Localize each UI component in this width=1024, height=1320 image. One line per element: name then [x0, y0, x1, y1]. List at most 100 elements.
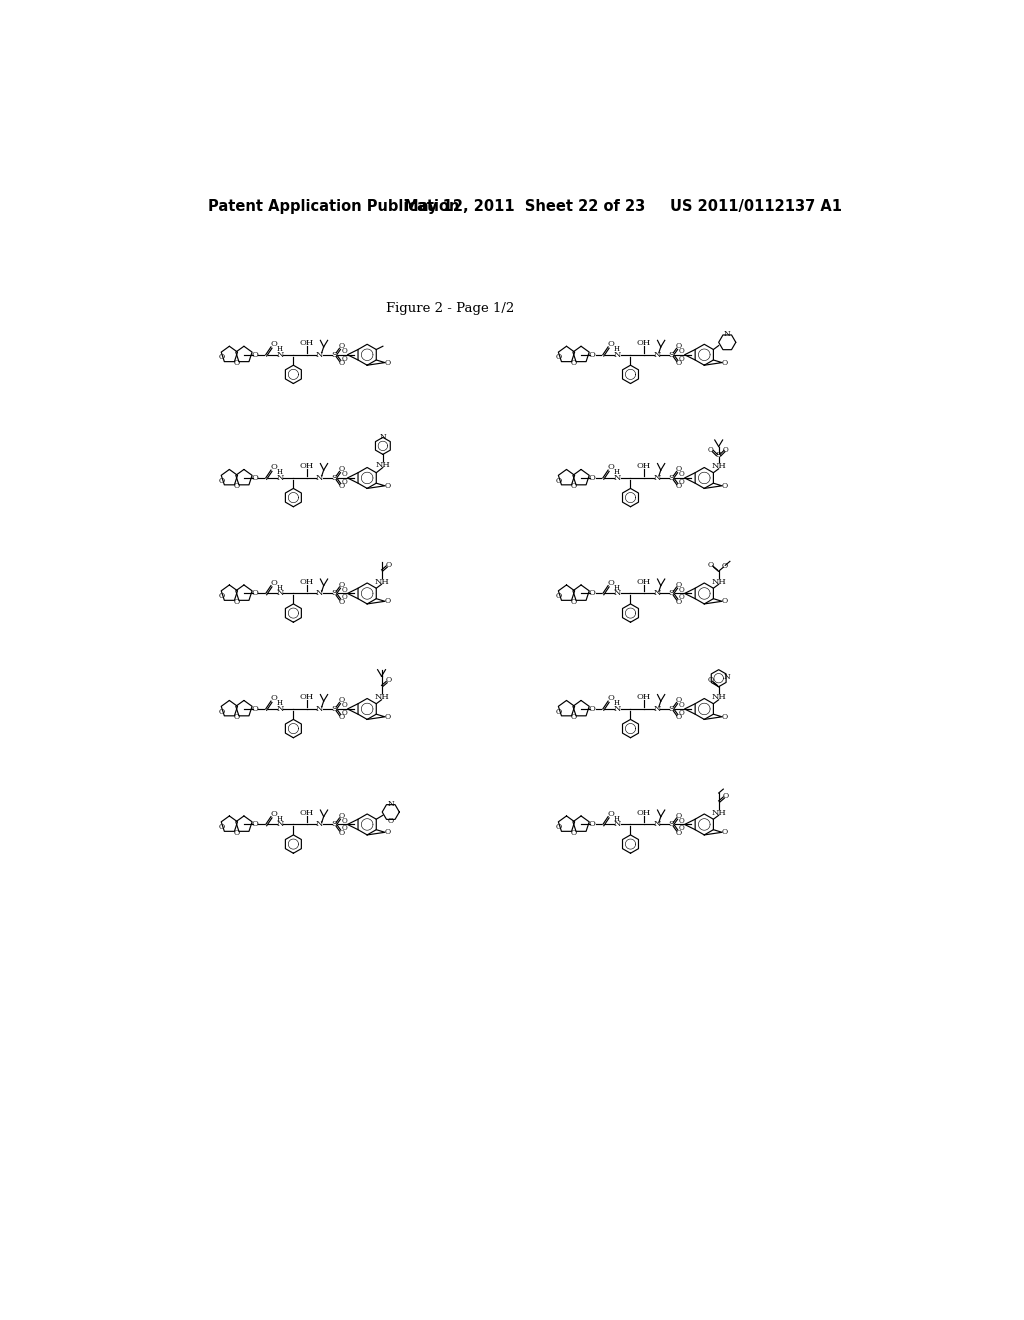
Text: N: N	[316, 705, 324, 713]
Text: O: O	[338, 359, 344, 367]
Text: N: N	[653, 351, 660, 359]
Text: O: O	[252, 705, 259, 713]
Text: O: O	[676, 812, 682, 820]
Text: O: O	[218, 708, 224, 715]
Text: N: N	[276, 590, 284, 598]
Text: N: N	[276, 351, 284, 359]
Text: S: S	[669, 351, 674, 359]
Text: O: O	[342, 470, 348, 478]
Text: O: O	[676, 829, 682, 837]
Text: O: O	[676, 359, 682, 367]
Text: O: O	[252, 351, 259, 359]
Text: H: H	[276, 814, 283, 822]
Text: O: O	[338, 697, 344, 705]
Text: OH: OH	[299, 693, 313, 701]
Text: O: O	[679, 825, 685, 833]
Text: O: O	[608, 810, 614, 818]
Text: O: O	[270, 579, 278, 587]
Text: OH: OH	[637, 339, 651, 347]
Text: O: O	[722, 598, 728, 606]
Text: S: S	[332, 590, 337, 598]
Text: N: N	[653, 474, 660, 482]
Text: S: S	[716, 451, 722, 459]
Text: O: O	[342, 709, 348, 717]
Text: O: O	[338, 342, 344, 350]
Text: O: O	[270, 341, 278, 348]
Text: N: N	[653, 705, 660, 713]
Text: S: S	[669, 474, 674, 482]
Text: N: N	[613, 705, 621, 713]
Text: OH: OH	[299, 578, 313, 586]
Text: O: O	[679, 470, 685, 478]
Text: O: O	[679, 478, 685, 486]
Text: O: O	[608, 341, 614, 348]
Text: O: O	[388, 817, 394, 825]
Text: O: O	[555, 354, 561, 362]
Text: O: O	[679, 709, 685, 717]
Text: O: O	[708, 446, 714, 454]
Text: O: O	[555, 477, 561, 484]
Text: O: O	[384, 598, 390, 606]
Text: O: O	[252, 474, 259, 482]
Text: O: O	[342, 347, 348, 355]
Text: OH: OH	[299, 462, 313, 470]
Text: O: O	[723, 792, 729, 800]
Text: S: S	[332, 821, 337, 829]
Text: O: O	[676, 482, 682, 491]
Text: O: O	[676, 466, 682, 474]
Text: O: O	[679, 817, 685, 825]
Text: S: S	[332, 351, 337, 359]
Text: H: H	[613, 814, 620, 822]
Text: OH: OH	[637, 462, 651, 470]
Text: O: O	[679, 586, 685, 594]
Text: O: O	[679, 347, 685, 355]
Text: O: O	[589, 351, 596, 359]
Text: O: O	[233, 598, 240, 606]
Text: O: O	[342, 701, 348, 709]
Text: H: H	[276, 700, 283, 708]
Text: O: O	[722, 482, 728, 490]
Text: O: O	[608, 463, 614, 471]
Text: H: H	[276, 583, 283, 591]
Text: Figure 2 - Page 1/2: Figure 2 - Page 1/2	[385, 302, 514, 315]
Text: O: O	[708, 561, 714, 569]
Text: O: O	[570, 829, 577, 837]
Text: May 12, 2011  Sheet 22 of 23: May 12, 2011 Sheet 22 of 23	[404, 198, 645, 214]
Text: O: O	[589, 705, 596, 713]
Text: O: O	[676, 342, 682, 350]
Text: O: O	[342, 586, 348, 594]
Text: O: O	[338, 713, 344, 722]
Text: O: O	[676, 713, 682, 722]
Text: N: N	[653, 821, 660, 829]
Text: NH: NH	[712, 809, 726, 817]
Text: O: O	[570, 359, 577, 367]
Text: O: O	[338, 598, 344, 606]
Text: O: O	[233, 713, 240, 722]
Text: O: O	[270, 694, 278, 702]
Text: O: O	[218, 591, 224, 601]
Text: O: O	[342, 355, 348, 363]
Text: O: O	[252, 590, 259, 598]
Text: O: O	[342, 817, 348, 825]
Text: OH: OH	[299, 339, 313, 347]
Text: O: O	[338, 581, 344, 589]
Text: H: H	[613, 583, 620, 591]
Text: O: O	[722, 359, 728, 367]
Text: NH: NH	[712, 578, 726, 586]
Text: S: S	[669, 590, 674, 598]
Text: S: S	[669, 705, 674, 713]
Text: N: N	[724, 330, 730, 338]
Text: O: O	[608, 694, 614, 702]
Text: OH: OH	[299, 809, 313, 817]
Text: O: O	[676, 598, 682, 606]
Text: O: O	[233, 829, 240, 837]
Text: N: N	[724, 673, 730, 681]
Text: O: O	[555, 708, 561, 715]
Text: N: N	[380, 433, 386, 441]
Text: OH: OH	[637, 578, 651, 586]
Text: O: O	[338, 466, 344, 474]
Text: O: O	[342, 478, 348, 486]
Text: NH: NH	[376, 461, 390, 469]
Text: O: O	[218, 354, 224, 362]
Text: N: N	[613, 474, 621, 482]
